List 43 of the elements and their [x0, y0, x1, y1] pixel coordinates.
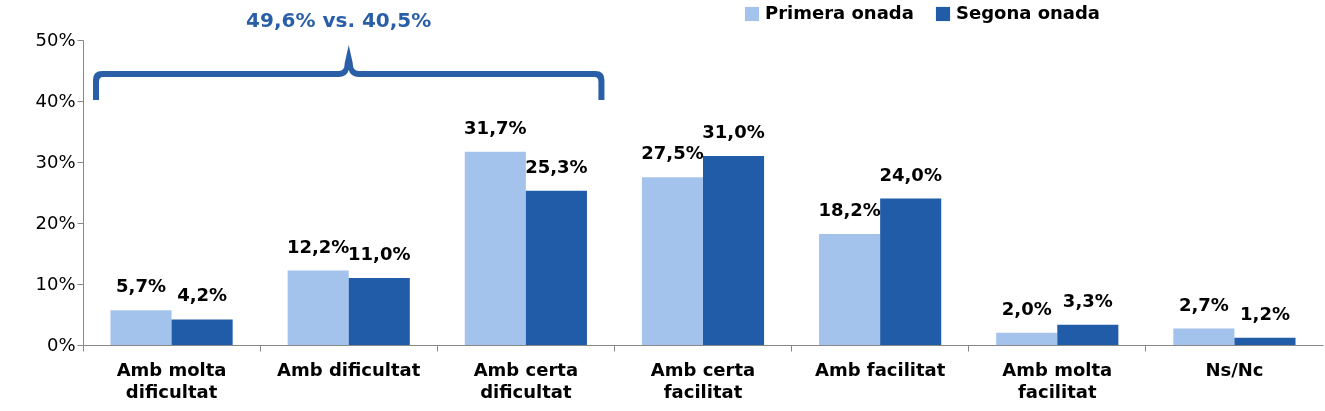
data-label: 27,5% [641, 142, 704, 164]
y-tick-label: 50% [35, 28, 76, 50]
data-label: 31,7% [464, 116, 527, 138]
data-label: 2,7% [1178, 293, 1229, 315]
data-label: 4,2% [177, 284, 228, 306]
x-tick-label: Amb facilitat [814, 358, 946, 380]
bar [287, 270, 349, 345]
y-tick-label: 10% [35, 272, 76, 294]
data-label: 12,2% [286, 235, 350, 257]
y-tick-label: 40% [35, 89, 76, 111]
bar [110, 310, 172, 345]
legend-label: Segona onada [956, 2, 1101, 23]
x-tick-label: Amb molta dificultat [116, 358, 227, 402]
data-label: 24,0% [879, 163, 942, 185]
bar [996, 332, 1058, 345]
bar [525, 190, 587, 345]
y-tick-label: 0% [46, 333, 76, 355]
bar [880, 198, 942, 345]
data-label: 2,0% [1001, 297, 1052, 319]
bar [348, 277, 410, 345]
data-label: 3,3% [1062, 289, 1113, 311]
data-label: 31,0% [702, 120, 765, 142]
x-tick-label: Amb molta facilitat [1002, 358, 1113, 402]
text: 49,6% vs. 40,5% [246, 8, 432, 32]
data-label: 11,0% [348, 242, 411, 264]
x-tick-label: Amb certa dificultat [473, 358, 579, 402]
bar [1173, 328, 1235, 345]
legend-label: Primera onada [765, 2, 914, 23]
bar [1234, 337, 1296, 345]
x-tick-label: Amb certa facilitat [650, 358, 756, 402]
bar [171, 319, 233, 345]
bar [641, 177, 703, 345]
y-tick-label: 20% [35, 211, 76, 233]
bar [1057, 324, 1119, 345]
bar [703, 155, 765, 345]
data-label: 5,7% [116, 275, 166, 297]
bar [464, 151, 526, 345]
bar [819, 233, 881, 345]
data-label: 1,2% [1240, 302, 1290, 324]
x-tick-label: Amb dificultat [277, 358, 421, 380]
data-label: 25,3% [525, 155, 588, 177]
x-tick-label: Ns/Nc [1205, 358, 1264, 380]
y-tick-label: 30% [35, 150, 76, 172]
